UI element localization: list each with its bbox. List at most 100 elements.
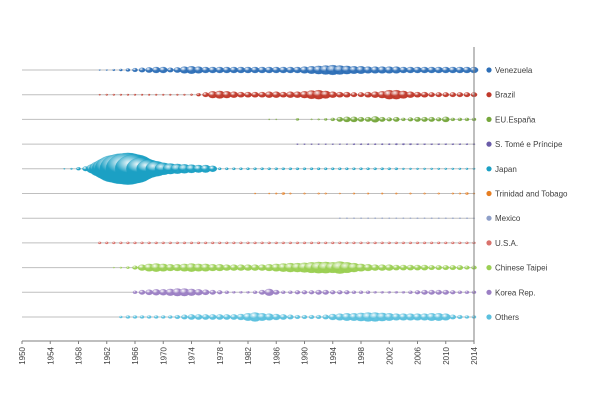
bubble-point <box>444 143 448 146</box>
bubble-point <box>126 266 130 269</box>
bubble-point <box>457 314 463 320</box>
bubble-point <box>373 167 377 171</box>
bubble-point <box>323 118 328 121</box>
bubble-point <box>203 241 208 245</box>
bubble-point <box>146 315 152 319</box>
bubble-point <box>225 167 229 171</box>
x-tick-label: 1966 <box>131 346 140 364</box>
bubble-point <box>423 167 427 170</box>
bubble-point <box>295 118 300 121</box>
bubble-point <box>335 91 344 98</box>
bubble-point <box>145 289 154 296</box>
bubble-point <box>437 217 440 219</box>
bubble-point <box>336 116 344 122</box>
bubble-point <box>76 167 81 171</box>
bubble-point <box>367 217 370 219</box>
bubble-point <box>413 91 422 98</box>
bubble-point <box>217 167 222 171</box>
bubble-point <box>309 167 314 171</box>
bubble-point <box>463 92 471 98</box>
legend-marker <box>486 92 492 98</box>
bubble-point <box>338 143 341 145</box>
bubble-point <box>161 241 166 245</box>
bubble-point <box>119 266 123 269</box>
bubble-point <box>435 265 443 271</box>
bubble-point <box>456 265 464 271</box>
bubble-point <box>232 290 236 294</box>
bubble-point <box>208 165 218 173</box>
bubble-point <box>147 93 151 96</box>
bubble-point <box>330 117 336 122</box>
bubble-point <box>132 315 138 319</box>
bubble-point <box>378 116 386 122</box>
bubble-point <box>406 91 415 98</box>
bubble-point <box>366 241 370 245</box>
bubble-point <box>415 241 420 245</box>
bubble-point <box>420 91 429 98</box>
legend-marker <box>486 116 492 122</box>
bubble-point <box>401 167 405 170</box>
bubble-point <box>210 241 215 245</box>
bubble-point <box>288 241 293 245</box>
bubble-point <box>388 143 391 146</box>
bubble-point <box>317 192 320 195</box>
legend-label: EU.España <box>495 115 536 124</box>
bubble-point <box>229 91 239 98</box>
bubble-point <box>465 241 469 245</box>
bubble-point <box>380 167 384 171</box>
bubble-point <box>387 290 392 294</box>
bubble-point <box>437 143 440 146</box>
bubble-point <box>423 217 426 219</box>
bubble-point <box>401 142 405 146</box>
bubble-point <box>182 241 187 245</box>
legend-label: Chinese Taipei <box>495 264 548 273</box>
bubble-point <box>201 289 210 296</box>
bubble-point <box>324 143 327 145</box>
bubble-point <box>408 290 413 295</box>
bubble-point <box>380 143 384 146</box>
bubble-point <box>366 192 370 195</box>
bubble-point <box>408 142 412 146</box>
bubble-point <box>264 288 275 296</box>
bubble-point <box>268 192 271 195</box>
x-tick-label: 2010 <box>442 346 451 364</box>
bubble-point <box>279 91 288 98</box>
bubble-point <box>394 142 398 146</box>
bubble-point <box>359 241 363 245</box>
bubble-point <box>428 92 435 98</box>
bubble-point <box>289 192 292 195</box>
bubble-point <box>275 192 278 195</box>
bubble-point <box>449 265 457 271</box>
bubble-point <box>357 116 365 122</box>
bubble-point <box>225 241 229 245</box>
bubble-point <box>359 167 363 171</box>
bubble-point <box>464 265 470 270</box>
bubble-point <box>465 192 469 195</box>
bubble-point <box>125 68 131 72</box>
bubble-point <box>189 241 194 245</box>
bubble-point <box>154 241 158 245</box>
bubble-point <box>112 68 116 72</box>
bubble-point <box>253 167 257 171</box>
x-tick-label: 1970 <box>159 346 168 364</box>
bubble-point <box>444 167 448 170</box>
x-tick-label: 1994 <box>329 346 338 364</box>
bubble-point <box>175 241 180 245</box>
bubble-point <box>336 290 343 295</box>
bubble-point <box>126 93 130 96</box>
legend-label: Venezuela <box>495 66 533 75</box>
bubble-point <box>201 314 210 320</box>
bubble-point <box>275 118 278 121</box>
bubble-point <box>350 92 358 98</box>
bubble-point <box>423 192 426 195</box>
bubble-point <box>365 290 371 295</box>
legend-marker <box>486 190 492 197</box>
bubble-point <box>465 143 469 146</box>
bubble-point <box>458 241 462 245</box>
bubble-point <box>450 117 456 122</box>
bubble-point <box>457 117 463 122</box>
bubble-point <box>451 167 455 170</box>
bubble-point <box>147 241 151 245</box>
legend-marker <box>486 215 492 221</box>
bubble-point <box>112 93 116 96</box>
